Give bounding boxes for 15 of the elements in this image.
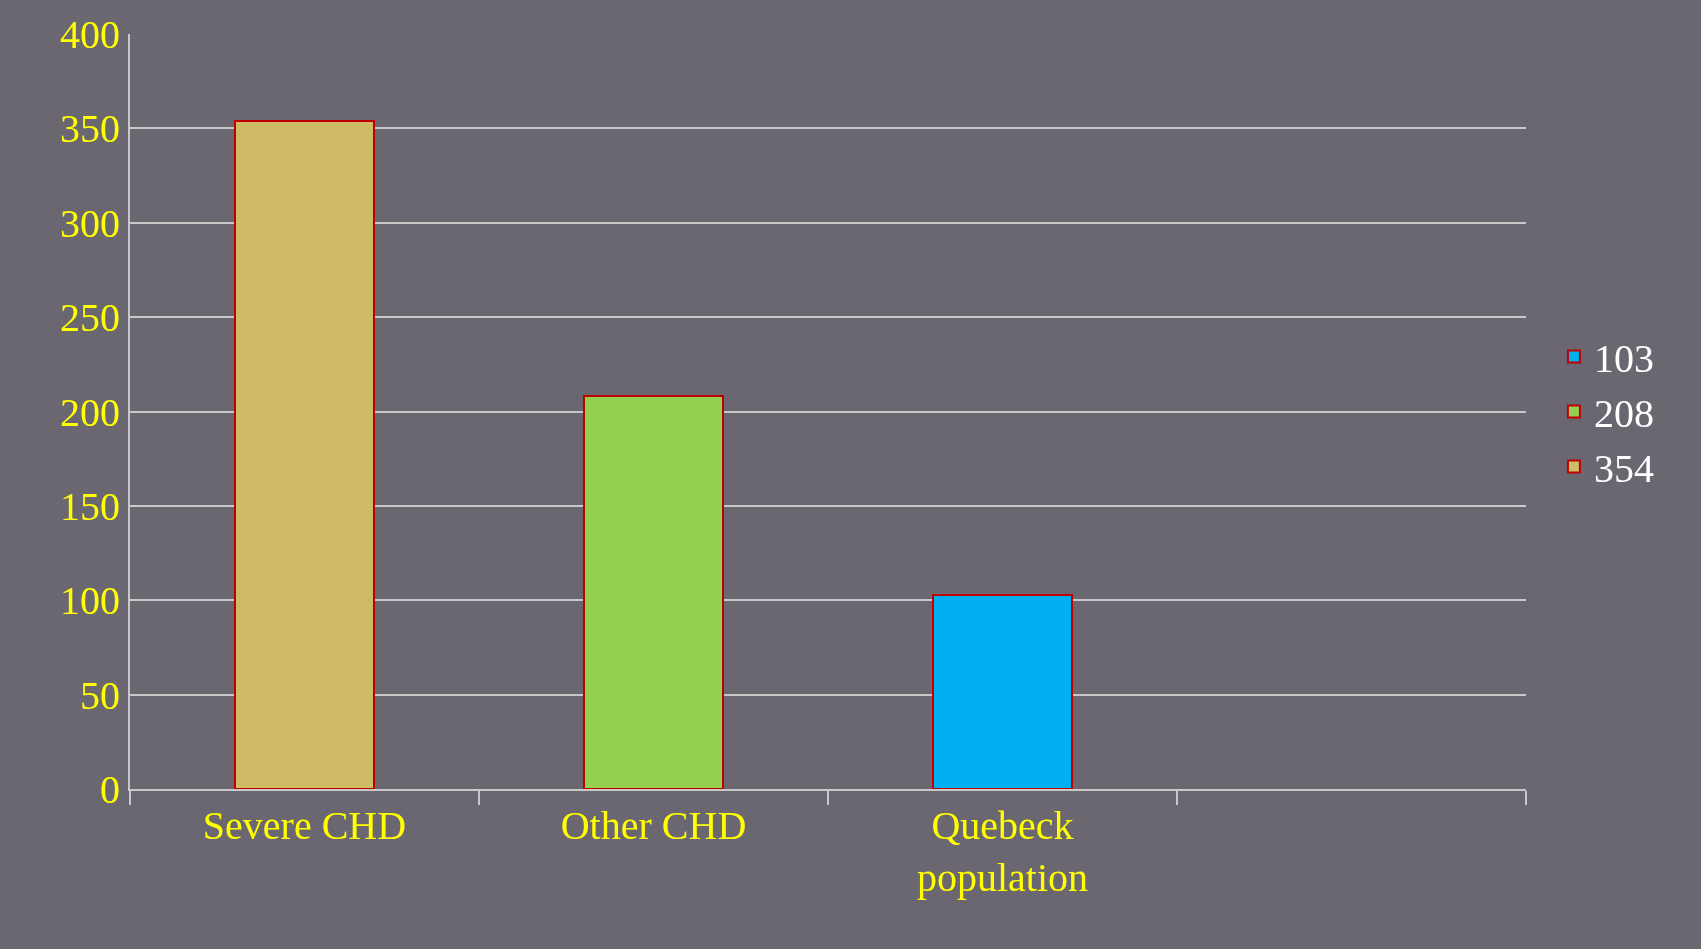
legend-label: 103: [1593, 336, 1654, 382]
x-tick-label: Severe CHD: [202, 803, 407, 848]
legend-label: 354: [1593, 446, 1654, 492]
x-tick-label: Other CHD: [560, 803, 747, 848]
y-tick-label: 400: [60, 12, 120, 57]
y-tick-label: 250: [60, 295, 120, 341]
y-tick-label: 300: [60, 200, 120, 246]
y-tick-label: 350: [60, 106, 120, 152]
y-tick-label: 0: [100, 767, 120, 812]
y-tick-label: 50: [80, 672, 120, 718]
y-tick-label: 100: [60, 578, 120, 624]
legend-label: 208: [1593, 391, 1654, 437]
x-tick-label: Quebeck population: [916, 803, 1089, 900]
y-tick-label: 200: [60, 389, 120, 435]
y-tick-label: 150: [60, 483, 120, 529]
